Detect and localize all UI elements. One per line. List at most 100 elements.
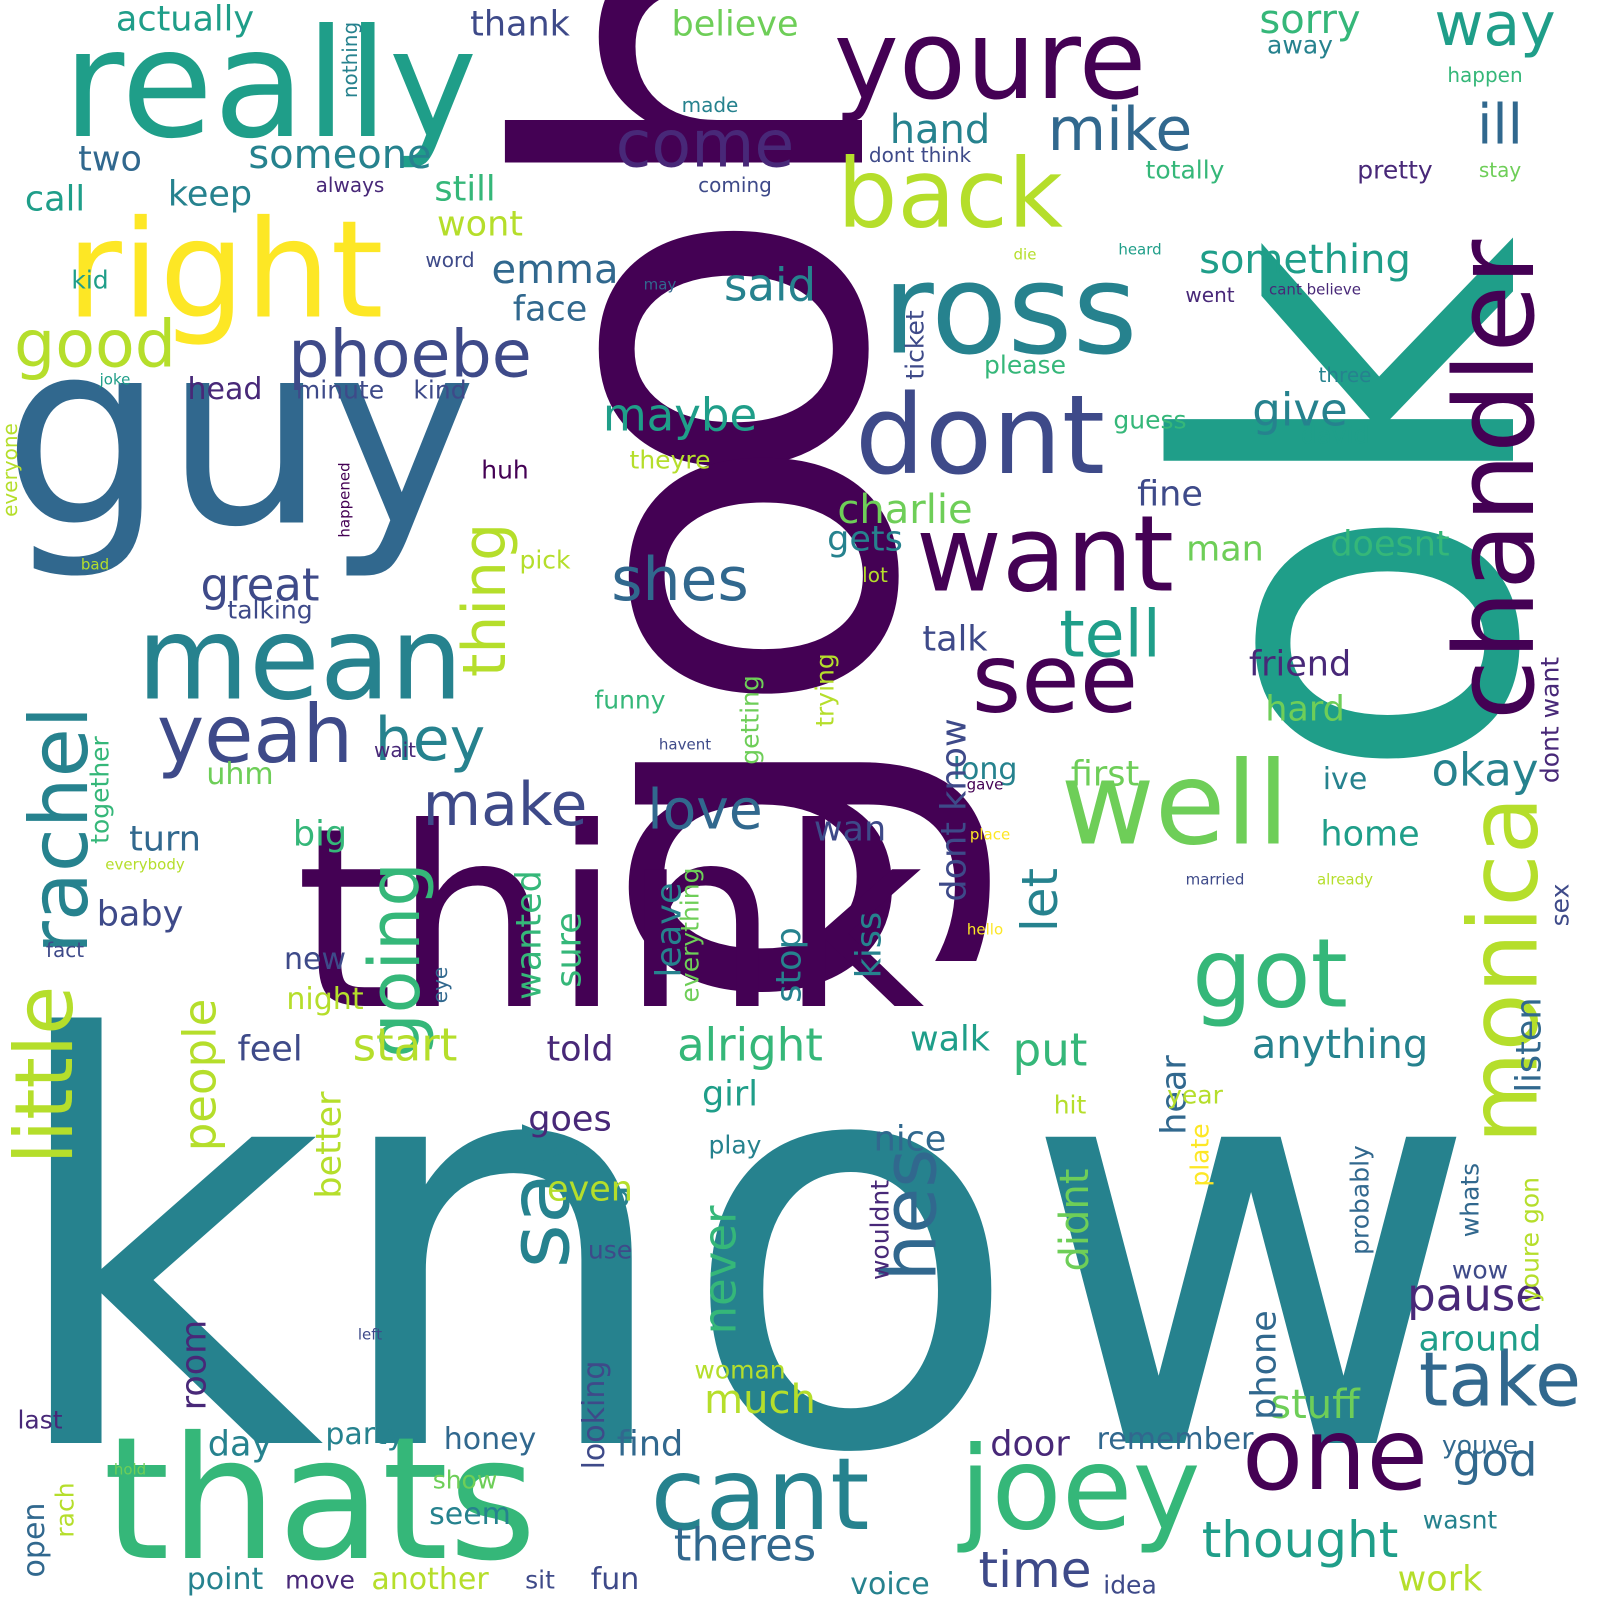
cloud-word: theyre <box>629 445 711 475</box>
cloud-word: tell <box>1059 597 1161 673</box>
cloud-word: never <box>693 1205 747 1335</box>
cloud-word: ill <box>1477 92 1523 157</box>
cloud-word: dont think <box>868 143 972 167</box>
cloud-word: thought <box>1201 1511 1399 1569</box>
cloud-word: show <box>432 1465 498 1495</box>
cloud-word: theres <box>673 1518 817 1572</box>
cloud-word: everyone <box>0 423 22 517</box>
cloud-word: girl <box>701 1074 759 1115</box>
cloud-word: everything <box>675 867 705 1003</box>
cloud-word: keep <box>167 174 253 215</box>
cloud-word: getting <box>735 675 765 765</box>
cloud-word: better <box>309 1091 350 1199</box>
cloud-word: give <box>1252 383 1348 437</box>
cloud-word: joke <box>99 370 131 389</box>
cloud-word: coming <box>698 173 772 197</box>
cloud-word: move <box>285 1565 355 1595</box>
cloud-word: gave <box>966 775 1004 794</box>
cloud-word: chandler <box>1431 239 1559 721</box>
cloud-word: kiss <box>849 911 890 979</box>
cloud-word: said <box>723 258 817 312</box>
cloud-word: david <box>1300 420 1370 450</box>
cloud-word: well <box>1060 737 1290 872</box>
cloud-word: ross <box>882 237 1138 383</box>
cloud-word: wasnt <box>1422 1505 1498 1535</box>
cloud-word: happened <box>335 462 354 538</box>
cloud-word: dont <box>855 371 1105 499</box>
cloud-word: home <box>1320 814 1420 855</box>
cloud-word: night <box>286 982 364 1017</box>
cloud-word: wow <box>1451 1255 1509 1285</box>
cloud-word: wanted <box>509 870 550 1000</box>
cloud-word: sex <box>1545 883 1575 927</box>
cloud-word: cant <box>650 1436 870 1553</box>
cloud-word: stay <box>1478 158 1522 182</box>
cloud-word: new <box>283 942 347 977</box>
cloud-word: sorry <box>1259 0 1361 43</box>
cloud-word: thing <box>450 522 520 678</box>
cloud-word: minute <box>295 375 385 405</box>
cloud-word: mean <box>136 592 464 727</box>
cloud-word: made <box>681 93 739 117</box>
cloud-word: told <box>546 1029 614 1070</box>
cloud-word: big <box>292 814 348 855</box>
cloud-word: right <box>66 191 384 349</box>
cloud-word: rach <box>50 1482 80 1538</box>
cloud-word: three <box>1318 363 1372 387</box>
cloud-word: really <box>62 0 478 172</box>
cloud-word: pick <box>519 545 571 575</box>
cloud-word: sure <box>549 912 590 988</box>
cloud-word: word <box>425 248 475 272</box>
cloud-word: play <box>708 1130 762 1160</box>
cloud-word: woman <box>694 1355 786 1385</box>
cloud-word: even <box>547 1169 633 1210</box>
cloud-word: whats <box>1455 1162 1485 1238</box>
cloud-word: time <box>978 1541 1092 1599</box>
cloud-word: eye <box>428 966 452 1004</box>
cloud-word: guy <box>2 286 478 584</box>
cloud-word: mike <box>1047 95 1193 165</box>
cloud-word: wont <box>437 204 523 245</box>
cloud-word: seem <box>429 1497 511 1532</box>
cloud-word: gets <box>827 519 903 560</box>
cloud-word: maybe <box>602 388 758 442</box>
cloud-word: goes <box>528 1099 612 1140</box>
cloud-word: wouldnt <box>865 1179 895 1281</box>
cloud-word: point <box>186 1562 264 1597</box>
cloud-word: one <box>1241 1396 1429 1513</box>
cloud-word: party <box>325 1417 405 1452</box>
cloud-word: alright <box>677 1018 823 1072</box>
cloud-word: head <box>187 372 263 407</box>
cloud-word: everybody <box>105 855 185 874</box>
cloud-word: pretty <box>1357 155 1433 185</box>
cloud-word: hard <box>1265 689 1345 730</box>
cloud-word: ive <box>1322 762 1368 797</box>
cloud-word: much <box>704 1377 816 1423</box>
cloud-word: another <box>371 1562 489 1597</box>
cloud-word: fun <box>590 1562 640 1597</box>
cloud-word: start <box>352 1018 458 1072</box>
cloud-word: see <box>971 624 1139 735</box>
cloud-word: trying <box>810 653 840 727</box>
cloud-word: huh <box>481 455 529 485</box>
cloud-word: back <box>837 139 1063 250</box>
cloud-word: hello <box>966 920 1004 939</box>
cloud-word: way <box>1434 0 1556 60</box>
cloud-word: work <box>1397 1559 1483 1600</box>
cloud-word: didnt <box>1052 1168 1098 1272</box>
cloud-word: let <box>1011 867 1069 933</box>
cloud-word: thank <box>470 4 570 45</box>
cloud-word: turn <box>129 819 201 860</box>
cloud-word: open <box>17 1502 52 1578</box>
cloud-word: think <box>295 774 925 1065</box>
cloud-word: find <box>616 1424 684 1465</box>
cloud-word: left <box>357 1325 383 1344</box>
cloud-word: room <box>174 1319 215 1411</box>
cloud-word: die <box>1013 245 1037 264</box>
cloud-word: married <box>1185 870 1245 889</box>
cloud-word: little <box>0 985 91 1165</box>
cloud-word: love <box>647 777 763 842</box>
cloud-word: cant believe <box>1268 280 1362 299</box>
cloud-word: remember <box>1096 1422 1254 1457</box>
